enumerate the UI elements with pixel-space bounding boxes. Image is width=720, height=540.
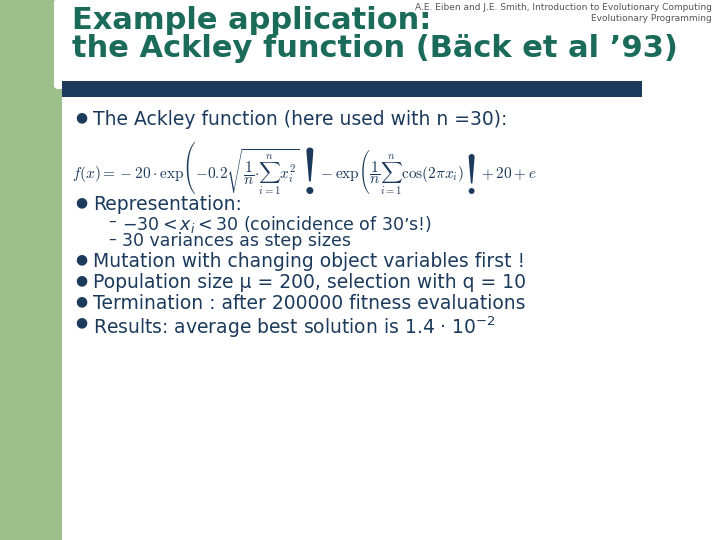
Text: Representation:: Representation: — [93, 195, 242, 214]
Text: Termination : after 200000 fitness evaluations: Termination : after 200000 fitness evalu… — [93, 294, 526, 313]
Text: Example application:: Example application: — [72, 6, 431, 35]
Text: $-30 < x_i < 30$ (coincidence of 30’s!): $-30 < x_i < 30$ (coincidence of 30’s!) — [122, 214, 432, 235]
Text: A.E. Eiben and J.E. Smith, Introduction to Evolutionary Computing: A.E. Eiben and J.E. Smith, Introduction … — [415, 3, 712, 12]
Text: Evolutionary Programming: Evolutionary Programming — [591, 14, 712, 23]
Text: The Ackley function (here used with n =30):: The Ackley function (here used with n =3… — [93, 110, 508, 129]
Text: ●: ● — [75, 273, 87, 287]
Text: Mutation with changing object variables first !: Mutation with changing object variables … — [93, 252, 525, 271]
Text: Results: average best solution is 1.4 · 10$^{-2}$: Results: average best solution is 1.4 · … — [93, 315, 496, 341]
Text: ●: ● — [75, 252, 87, 266]
Text: ●: ● — [75, 195, 87, 209]
Bar — [0, 0, 62, 540]
FancyBboxPatch shape — [54, 0, 720, 89]
Text: ●: ● — [75, 110, 87, 124]
Text: –: – — [108, 232, 116, 247]
Bar — [62, 81, 642, 97]
Text: Population size μ = 200, selection with q = 10: Population size μ = 200, selection with … — [93, 273, 526, 292]
Text: ●: ● — [75, 294, 87, 308]
Text: $f(x) = -20 \cdot \exp\!\left(-0.2\sqrt{\dfrac{1}{n}{\cdot}\sum_{i=1}^{n}x_i^2}\: $f(x) = -20 \cdot \exp\!\left(-0.2\sqrt{… — [72, 140, 536, 197]
FancyBboxPatch shape — [0, 0, 110, 95]
Text: 30 variances as step sizes: 30 variances as step sizes — [122, 232, 351, 250]
Text: the Ackley function (Bäck et al ’93): the Ackley function (Bäck et al ’93) — [72, 34, 678, 63]
Text: ●: ● — [75, 315, 87, 329]
Text: –: – — [108, 214, 116, 229]
